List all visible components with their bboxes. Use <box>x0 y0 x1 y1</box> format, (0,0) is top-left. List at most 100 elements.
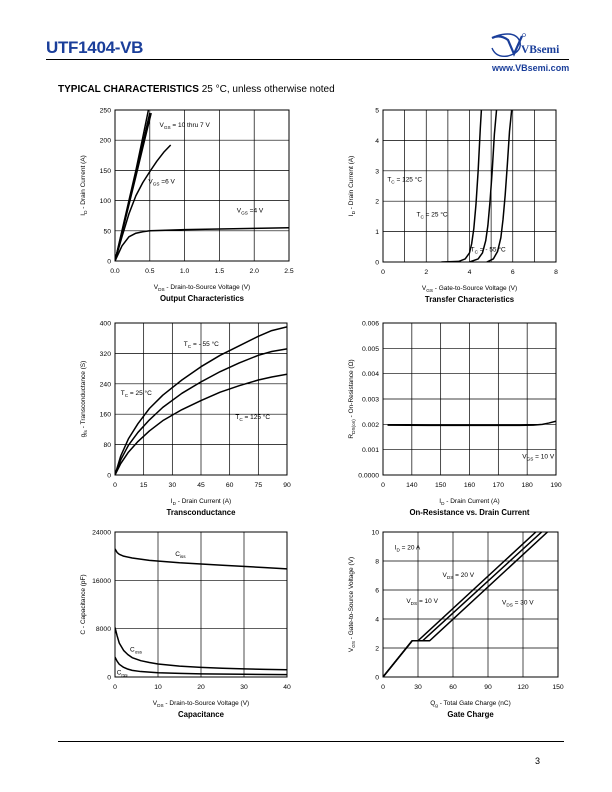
y-tick-label: 240 <box>100 381 112 388</box>
y-tick-label: 4 <box>375 138 379 145</box>
capacitance-chart: 0 10 20 30 40 0 8000 16000 24000 VDS - Drain-to-S… <box>80 530 291 720</box>
x-axis-label: VDS - Drain-to-Source Voltage (V) <box>154 284 250 292</box>
annotation-label: VGS =4 V <box>237 208 264 216</box>
series-line-2 <box>469 110 498 262</box>
annotation-label: TC = 25 °C <box>121 389 152 398</box>
x-tick-label: 120 <box>517 684 529 691</box>
x-axis-label: ID - Drain Current (A) <box>171 498 231 506</box>
grid <box>114 531 288 678</box>
transconductance-chart: 0 15 30 45 60 75 90 0 80 160 240 320 400 ID - Drain C… <box>80 321 291 518</box>
plot-frame <box>114 322 288 476</box>
x-tick-label: 140 <box>406 482 418 489</box>
x-tick-label: 2 <box>424 269 428 276</box>
y-tick-label: 8 <box>375 559 379 566</box>
y-tick-label: 24000 <box>92 530 111 537</box>
y-tick-label: 0.002 <box>362 422 379 429</box>
y-axis-label: gfs - Transconductance (S) <box>80 361 88 438</box>
x-tick-label: 60 <box>226 482 234 489</box>
series-line-4 <box>115 144 172 261</box>
x-tick-label: 1.5 <box>215 268 225 275</box>
x-axis-label: Qg - Total Gate Charge (nC) <box>430 700 511 708</box>
y-axis-label: VGS - Gate-to-Source Voltage (V) <box>348 557 356 652</box>
x-tick-label: 150 <box>435 482 447 489</box>
annotation-label: ID = 20 A <box>395 544 421 552</box>
part-number: UTF1404-VB <box>46 38 144 57</box>
section-title: TYPICAL CHARACTERISTICS 25 °C, unless ot… <box>58 84 335 95</box>
annotation-label: TC = - 55 °C <box>184 340 219 349</box>
annotation-label: Ciss <box>175 551 186 559</box>
x-tick-label: 2.5 <box>284 268 294 275</box>
footer-divider <box>58 741 564 742</box>
x-axis-label: ID - Drain Current (A) <box>439 498 499 506</box>
chart-title: Output Characteristics <box>160 294 245 303</box>
x-tick-label: 0 <box>381 269 385 276</box>
y-tick-label: 150 <box>100 168 112 175</box>
series-line-2 <box>115 627 287 671</box>
chart-title: Transconductance <box>167 508 237 517</box>
brand-name: VBsemi <box>521 44 560 56</box>
annotation-label: VDS = 20 V <box>443 572 475 580</box>
plot-frame <box>382 531 559 678</box>
series-line-1 <box>115 326 287 475</box>
x-tick-label: 30 <box>169 482 177 489</box>
x-tick-label: 1.0 <box>180 268 190 275</box>
series-line-1 <box>115 548 287 570</box>
annotation-label: VGS = 10 V <box>522 454 555 462</box>
x-tick-label: 0 <box>381 684 385 691</box>
series-line-1 <box>387 420 556 427</box>
on-resistance-chart: 0 140 150 160 170 180 190 0.0000 0.001 0.002 0.003… <box>348 321 562 518</box>
y-tick-label: 200 <box>100 138 112 145</box>
y-tick-label: 2 <box>375 199 379 206</box>
y-tick-label: 0 <box>107 259 111 266</box>
x-tick-label: 40 <box>283 684 291 691</box>
y-axis-label: RDS(on) - On-Resistance (Ω) <box>348 359 356 438</box>
annotation-label: TC = 125 °C <box>235 413 270 422</box>
x-tick-label: 0.5 <box>145 268 155 275</box>
chart-title: On-Resistance vs. Drain Current <box>409 508 529 517</box>
y-tick-label: 400 <box>100 321 112 328</box>
website-link[interactable]: www.VBsemi.com <box>492 63 570 73</box>
x-tick-label: 90 <box>484 684 492 691</box>
header-divider <box>46 59 569 60</box>
y-axis-label: ID - Drain Current (A) <box>80 155 88 215</box>
y-tick-label: 16000 <box>92 578 111 585</box>
y-tick-label: 0.0000 <box>358 473 379 480</box>
y-tick-label: 6 <box>375 588 379 595</box>
y-tick-label: 5 <box>375 108 379 115</box>
annotation-label: VGS = 10 thru 7 V <box>160 122 211 130</box>
x-tick-label: 90 <box>283 482 291 489</box>
x-tick-label: 170 <box>493 482 505 489</box>
section-title-bold: TYPICAL CHARACTERISTICS <box>58 84 199 95</box>
y-tick-label: 0.005 <box>362 346 379 353</box>
output-characteristics-chart: 0.0 0.5 1.0 1.5 2.0 2.5 0 50 100 150 200 250 VDS - D… <box>80 108 294 304</box>
y-tick-label: 250 <box>100 108 112 115</box>
annotation-label: TC = 25 °C <box>417 210 448 219</box>
y-tick-label: 3 <box>375 168 379 175</box>
series-line-3 <box>115 112 152 261</box>
annotation-label: VDS = 10 V <box>406 598 438 606</box>
series-line-3 <box>486 110 513 262</box>
series-line-2 <box>115 348 287 475</box>
annotation-label: VDS = 30 V <box>502 600 534 608</box>
annotation-label: Coss <box>130 647 143 655</box>
annotation-label: TC = - 55 °C <box>471 245 506 254</box>
series-line-1 <box>441 110 483 262</box>
y-tick-label: 0.001 <box>362 447 379 454</box>
x-tick-label: 0 <box>113 684 117 691</box>
x-tick-label: 30 <box>240 684 248 691</box>
x-tick-label: 45 <box>197 482 205 489</box>
y-tick-label: 1 <box>375 229 379 236</box>
x-axis-label: VDS - Drain-to-Source Voltage (V) <box>153 700 249 708</box>
x-tick-label: 15 <box>140 482 148 489</box>
y-tick-label: 0.006 <box>362 321 379 328</box>
series-line-3 <box>115 656 287 676</box>
y-tick-label: 4 <box>375 617 379 624</box>
page-number: 3 <box>535 756 541 766</box>
y-tick-label: 0.004 <box>362 371 379 378</box>
y-tick-label: 160 <box>100 412 112 419</box>
y-tick-label: 8000 <box>96 626 111 633</box>
y-tick-label: 80 <box>103 442 111 449</box>
y-tick-label: 10 <box>371 530 379 537</box>
annotation-label: VGS =6 V <box>148 179 175 187</box>
y-tick-label: 0 <box>375 675 379 682</box>
